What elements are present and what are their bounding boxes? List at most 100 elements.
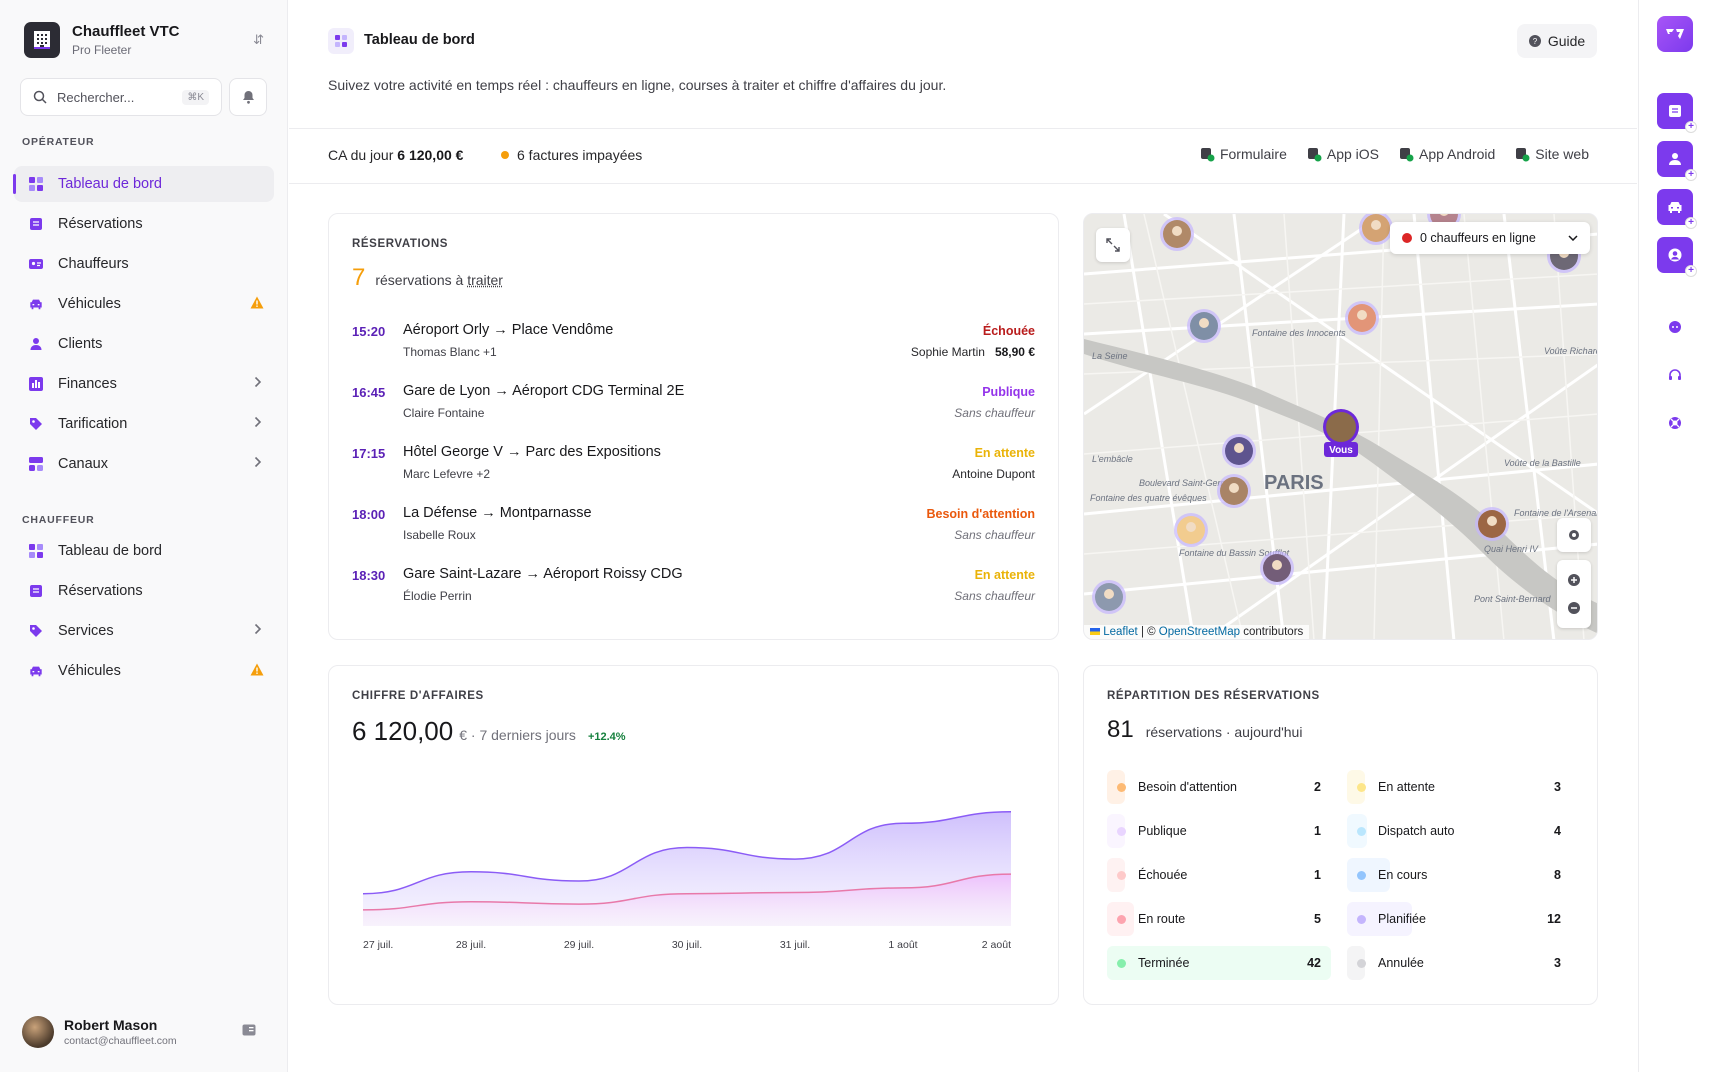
distribution-item-besoin-d-attention[interactable]: Besoin d'attention 2 — [1107, 770, 1331, 804]
reservation-row[interactable]: 15:20 Aéroport Orly → Place Vendôme Thomas… — [352, 322, 1035, 383]
distribution-bar — [1107, 770, 1125, 804]
distribution-item-dispatch-auto[interactable]: Dispatch auto 4 — [1347, 814, 1571, 848]
sidebar-item-tableau-de-bord[interactable]: Tableau de bord — [14, 533, 274, 569]
driver-marker[interactable] — [1475, 507, 1509, 541]
apple-icon — [1307, 147, 1322, 161]
new-client-button[interactable]: + — [1657, 237, 1697, 277]
my-location-marker[interactable]: Vous — [1323, 409, 1359, 457]
revenue-chart: 27 juil. 28 juil. 29 juil. 30 juil. 31 juil.… — [363, 811, 1011, 951]
distribution-count: 42 — [1307, 956, 1321, 970]
car-icon — [28, 296, 44, 312]
channel-link-app-android[interactable]: App Android — [1399, 146, 1495, 162]
reservations-list: 15:20 Aéroport Orly → Place Vendôme Thomas… — [352, 322, 1035, 627]
sidebar-item-reservations[interactable]: Réservations — [14, 206, 274, 242]
user-profile[interactable]: Robert Mason contact@chauffleet.com — [22, 1016, 270, 1048]
new-driver-button[interactable]: + — [1657, 141, 1697, 181]
offline-dot — [1402, 233, 1412, 243]
notifications-button[interactable] — [229, 78, 267, 116]
channel-link-label: Site web — [1535, 146, 1589, 162]
driver-marker[interactable] — [1187, 309, 1221, 343]
headset-icon[interactable] — [1666, 366, 1684, 384]
channel-link-label: App iOS — [1326, 146, 1379, 162]
dashboard-icon — [328, 28, 354, 54]
switch-arrows-icon[interactable]: ⇵ — [253, 32, 264, 47]
osm-link[interactable]: OpenStreetMap — [1158, 626, 1240, 638]
sidebar-item-finances[interactable]: Finances — [14, 366, 274, 402]
distribution-item-en-attente[interactable]: En attente 3 — [1347, 770, 1571, 804]
channel-link-app-ios[interactable]: App iOS — [1307, 146, 1379, 162]
driver-marker[interactable] — [1217, 474, 1251, 508]
chat-icon[interactable] — [1666, 318, 1684, 336]
tag-icon — [28, 416, 44, 432]
fullscreen-button[interactable] — [1096, 228, 1130, 262]
new-reservation-button[interactable]: + — [1657, 93, 1697, 133]
driver-marker[interactable] — [1092, 580, 1126, 614]
driver-marker[interactable] — [1222, 434, 1256, 468]
reservation-route: Gare de Lyon → Aéroport CDG Terminal 2E — [403, 383, 685, 399]
sidebar-item-tarification[interactable]: Tarification — [14, 406, 274, 442]
channel-link-formulaire[interactable]: Formulaire — [1200, 146, 1287, 162]
sidebar-item-chauffeurs[interactable]: Chauffeurs — [14, 246, 274, 282]
x-tick-label: 30 juil. — [672, 939, 702, 951]
distribution-item-terminee[interactable]: Terminée 42 — [1107, 946, 1331, 980]
distribution-bar — [1347, 770, 1365, 804]
zoom-out-icon[interactable] — [1567, 601, 1581, 615]
search-icon — [33, 90, 47, 104]
driver-marker[interactable] — [1174, 513, 1208, 547]
drivers-online-label: 0 chauffeurs en ligne — [1420, 231, 1536, 245]
driver-marker[interactable] — [1345, 301, 1379, 335]
chevron-right-icon — [254, 376, 262, 392]
distribution-item-en-cours[interactable]: En cours 8 — [1347, 858, 1571, 892]
reservation-row[interactable]: 17:15 Hôtel George V → Parc des Expositio… — [352, 444, 1035, 505]
distribution-count: 3 — [1554, 780, 1561, 794]
sidebar-item-vehicules[interactable]: Véhicules — [14, 653, 274, 689]
warning-icon — [250, 296, 264, 313]
distribution-item-publique[interactable]: Publique 1 — [1107, 814, 1331, 848]
reservation-driver: Sans chauffeur — [954, 589, 1035, 603]
map-card[interactable]: PARIS Fontaine des Innocents La Seine L'em… — [1083, 213, 1598, 640]
reservation-status: Publique — [982, 385, 1035, 399]
expand-icon — [1106, 238, 1120, 252]
driver-marker[interactable] — [1160, 217, 1194, 251]
search-input[interactable]: Rechercher... ⌘K — [20, 78, 222, 116]
building-icon — [24, 22, 60, 58]
sidebar-item-vehicules[interactable]: Véhicules — [14, 286, 274, 322]
distribution-count: 2 — [1314, 780, 1321, 794]
sidebar-item-canaux[interactable]: Canaux — [14, 446, 274, 482]
distribution-item-en-route[interactable]: En route 5 — [1107, 902, 1331, 936]
status-dot — [1357, 826, 1366, 836]
app-logo-icon[interactable] — [1657, 16, 1693, 52]
guide-button[interactable]: ? Guide — [1517, 24, 1597, 58]
locate-button[interactable] — [1557, 518, 1591, 552]
lifebuoy-icon[interactable] — [1666, 414, 1684, 432]
driver-marker[interactable] — [1260, 551, 1294, 585]
reservation-row[interactable]: 16:45 Gare de Lyon → Aéroport CDG Termina… — [352, 383, 1035, 444]
reservations-count: 7 réservations à traiter — [352, 264, 503, 292]
reservation-row[interactable]: 18:00 La Défense → Montparnasse Isabelle R… — [352, 505, 1035, 566]
distribution-item-annulee[interactable]: Annulée 3 — [1347, 946, 1571, 980]
reservations-title: RÉSERVATIONS — [352, 238, 449, 250]
distribution-item-planifiee[interactable]: Planifiée 12 — [1347, 902, 1571, 936]
new-vehicle-button[interactable]: + — [1657, 189, 1697, 229]
sidebar-item-clients[interactable]: Clients — [14, 326, 274, 362]
brand-switcher[interactable]: Chauffleet VTC Pro Fleeter ⇵ — [24, 22, 264, 58]
traiter-link[interactable]: traiter — [467, 272, 503, 288]
reservation-driver: Sans chauffeur — [954, 528, 1035, 542]
sidebar-item-tableau-de-bord[interactable]: Tableau de bord — [13, 166, 274, 202]
zoom-in-icon[interactable] — [1567, 573, 1581, 587]
map-canvas[interactable]: PARIS Fontaine des Innocents La Seine L'em… — [1084, 214, 1598, 640]
unpaid-invoices-link[interactable]: 6 factures impayées — [501, 147, 642, 163]
ca-value: 6 120,00 € — [397, 147, 464, 163]
panel-toggle-icon[interactable] — [242, 1024, 256, 1036]
reservation-row[interactable]: 18:30 Gare Saint-Lazare → Aéroport Roissy… — [352, 566, 1035, 627]
leaflet-link[interactable]: Leaflet — [1103, 626, 1138, 638]
drivers-online-dropdown[interactable]: 0 chauffeurs en ligne — [1390, 222, 1590, 254]
user-icon — [28, 336, 44, 352]
driver-marker[interactable] — [1359, 214, 1393, 245]
sidebar-item-services[interactable]: Services — [14, 613, 274, 649]
bell-icon — [242, 91, 254, 104]
distribution-count: 4 — [1554, 824, 1561, 838]
channel-link-site-web[interactable]: Site web — [1515, 146, 1589, 162]
distribution-item-echouee[interactable]: Échouée 1 — [1107, 858, 1331, 892]
sidebar-item-reservations[interactable]: Réservations — [14, 573, 274, 609]
